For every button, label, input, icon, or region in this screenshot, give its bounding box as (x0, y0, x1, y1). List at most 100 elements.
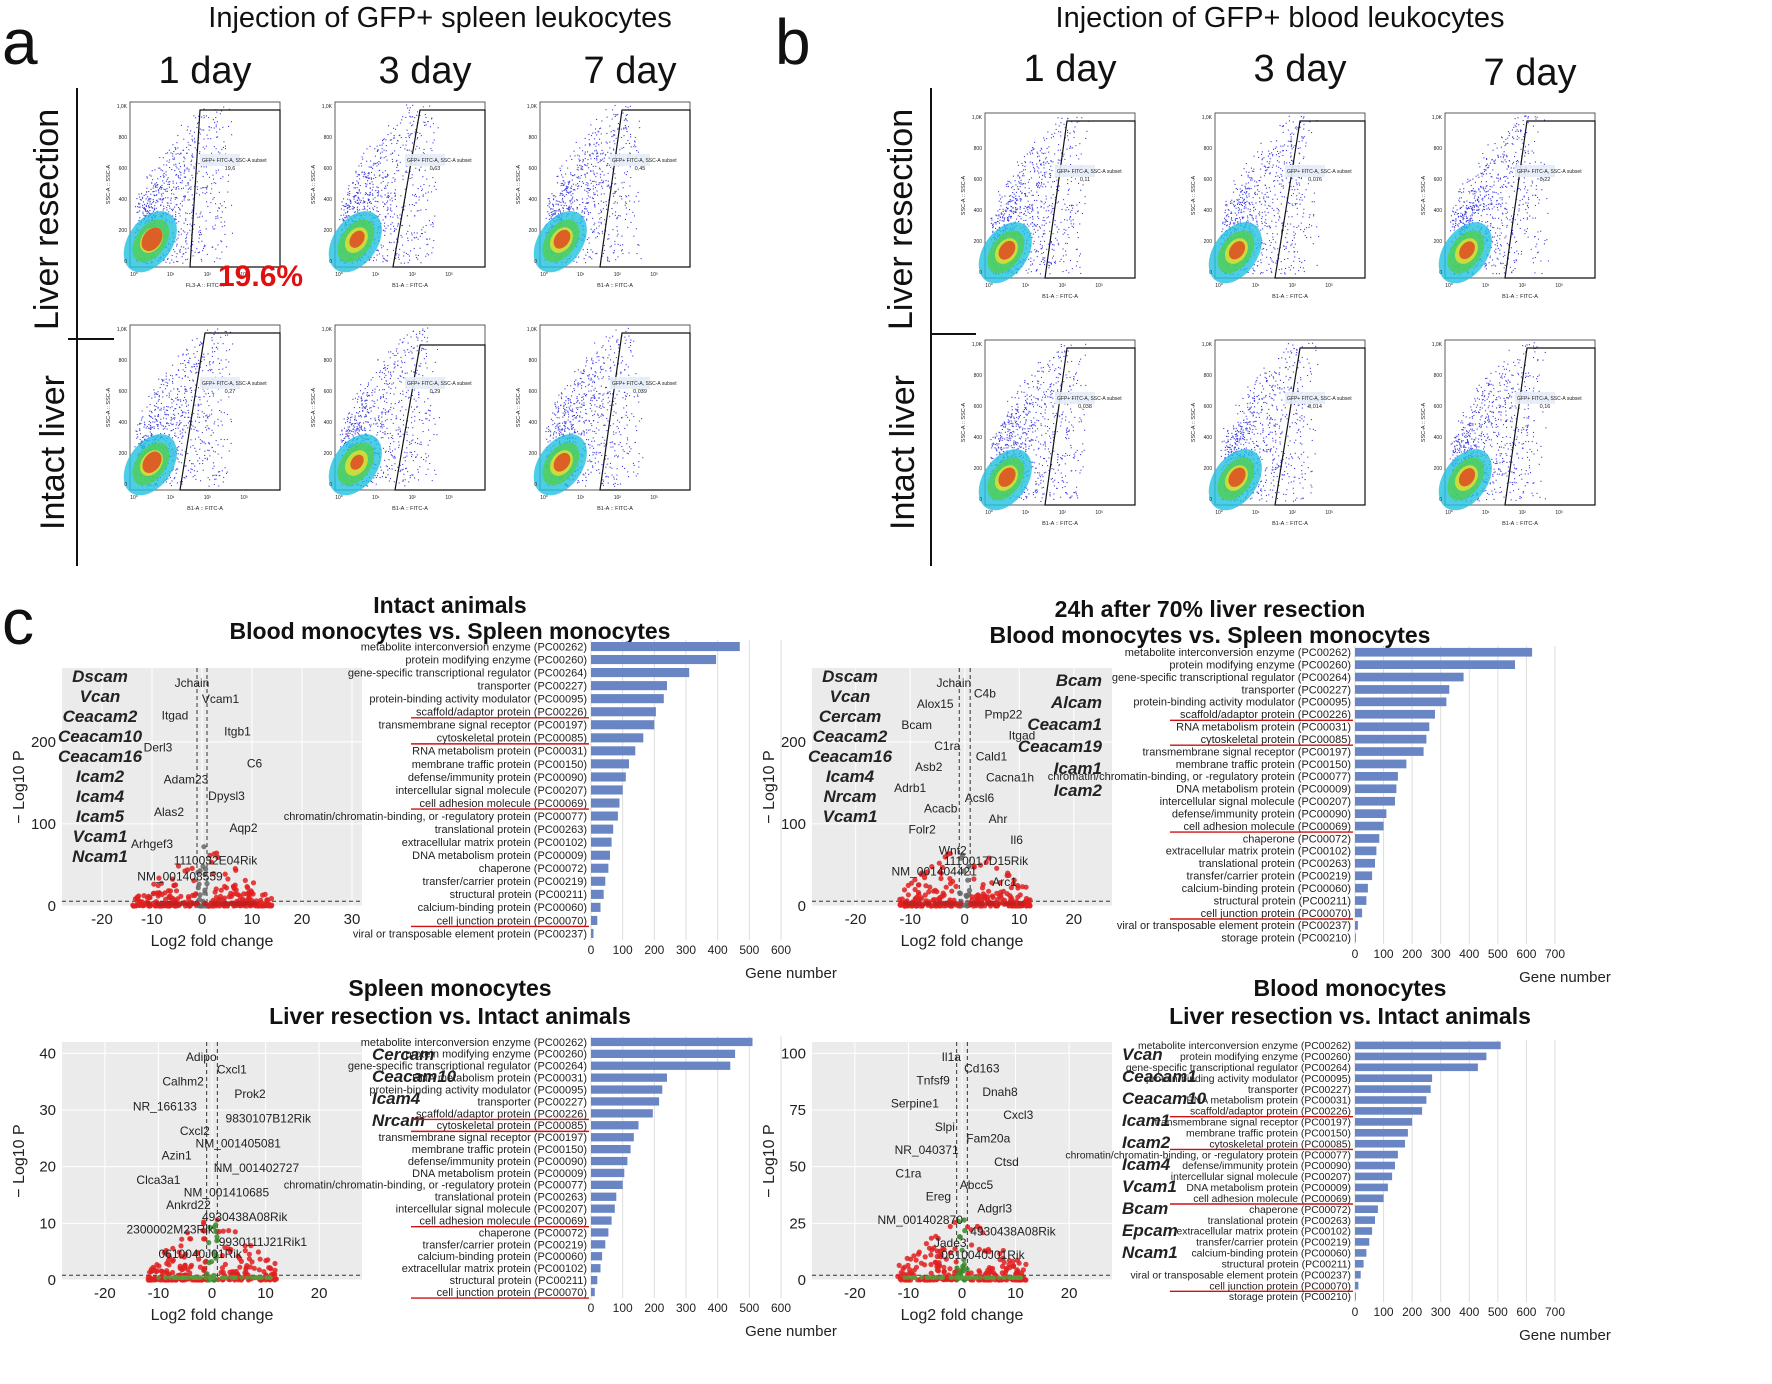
flow-event (621, 198, 623, 200)
flow-event (407, 253, 409, 255)
flow-event (358, 428, 360, 430)
flow-event (633, 235, 635, 237)
flow-plot-panel_a-4: GFP+ FITC-A, SSC-A subset0,291,0K8006004… (311, 324, 486, 512)
flow-event (364, 173, 366, 175)
flow-event (167, 478, 169, 480)
flow-event (407, 240, 409, 242)
flow-event (360, 425, 362, 427)
flow-event (629, 166, 631, 168)
flow-event (418, 373, 420, 375)
flow-event (566, 187, 568, 189)
flow-event (362, 406, 364, 408)
flow-event (191, 424, 193, 426)
flow-event (199, 133, 201, 135)
flow-event (589, 256, 591, 258)
flow-event (553, 199, 555, 201)
flow-x-tick: 10¹ (372, 495, 380, 501)
flow-event (150, 426, 152, 428)
flow-event (584, 158, 586, 160)
flow-event (607, 180, 609, 182)
flow-event (221, 110, 223, 112)
flow-event (176, 448, 178, 450)
flow-event (396, 215, 398, 217)
flow-event (377, 201, 379, 203)
flow-event (422, 334, 424, 336)
flow-event (417, 443, 419, 445)
flow-event (615, 329, 617, 331)
flow-event (621, 235, 623, 237)
flow-event (386, 176, 388, 178)
flow-event (154, 185, 156, 187)
flow-event (213, 197, 215, 199)
flow-event (160, 204, 162, 206)
flow-event (599, 173, 601, 175)
flow-event (425, 362, 427, 364)
flow-event (589, 188, 591, 190)
flow-event (424, 330, 426, 332)
flow-event (596, 156, 598, 158)
flow-event (403, 209, 405, 211)
flow-event (217, 217, 219, 219)
flow-event (560, 201, 562, 203)
flow-event (407, 471, 409, 473)
flow-event (609, 125, 611, 127)
flow-event (376, 385, 378, 387)
flow-event (199, 344, 201, 346)
flow-event (382, 180, 384, 182)
flow-event (211, 447, 213, 449)
flow-event (220, 399, 222, 401)
flow-event (587, 159, 589, 161)
flow-event (359, 209, 361, 211)
flow-event (603, 362, 605, 364)
flow-event (388, 195, 390, 197)
flow-event (170, 419, 172, 421)
flow-event (160, 186, 162, 188)
flow-event (357, 427, 359, 429)
flow-event (153, 194, 155, 196)
flow-event (582, 161, 584, 163)
flow-event (215, 203, 217, 205)
flow-event (427, 398, 429, 400)
flow-event (186, 236, 188, 238)
panel-b-header: Injection of GFP+ blood leukocytes (1055, 2, 1505, 34)
flow-event (185, 354, 187, 356)
flow-event (382, 394, 384, 396)
flow-event (369, 177, 371, 179)
flow-event (384, 216, 386, 218)
flow-event (623, 135, 625, 137)
flow-event (138, 202, 140, 204)
flow-event (137, 206, 139, 208)
flow-event (396, 170, 398, 172)
flow-event (387, 365, 389, 367)
flow-event (172, 144, 174, 146)
flow-event (172, 437, 174, 439)
flow-event (356, 187, 358, 189)
flow-event (369, 194, 371, 196)
flow-event (602, 181, 604, 183)
flow-y-tick: 800 (324, 358, 333, 364)
flow-event (394, 366, 396, 368)
flow-event (184, 360, 186, 362)
flow-event (624, 342, 626, 344)
flow-event (614, 177, 616, 179)
flow-event (610, 152, 612, 154)
flow-event (427, 243, 429, 245)
flow-event (629, 153, 631, 155)
flow-event (392, 382, 394, 384)
flow-event (398, 441, 400, 443)
flow-event (157, 424, 159, 426)
flow-event (549, 215, 551, 217)
flow-event (207, 427, 209, 429)
flow-event (202, 460, 204, 462)
flow-event (585, 184, 587, 186)
flow-event (580, 433, 582, 435)
flow-event (390, 228, 392, 230)
flow-event (391, 435, 393, 437)
flow-event (208, 428, 210, 430)
flow-x-tick: 10⁰ (540, 272, 548, 278)
flow-event (570, 187, 572, 189)
flow-event (197, 252, 199, 254)
flow-event (426, 341, 428, 343)
flow-event (175, 218, 177, 220)
flow-event (638, 120, 640, 122)
